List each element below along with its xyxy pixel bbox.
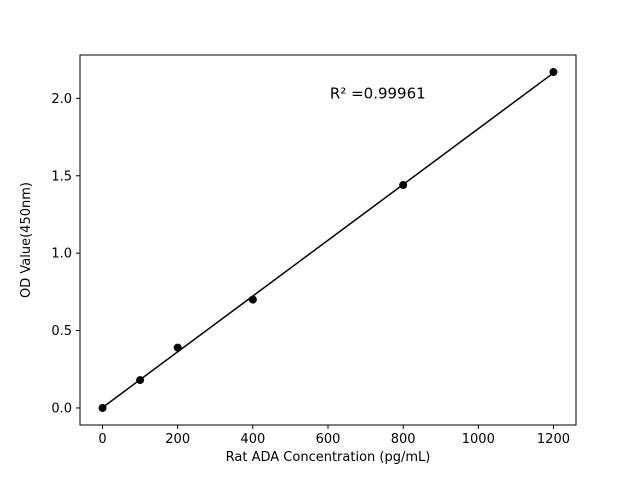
data-point xyxy=(549,68,558,77)
x-tick-label: 200 xyxy=(165,432,190,447)
y-tick-label: 1.0 xyxy=(51,247,72,262)
y-tick-label: 2.0 xyxy=(51,92,72,107)
r-squared-annotation: R² =0.99961 xyxy=(330,84,426,102)
y-tick-label: 0.5 xyxy=(51,324,72,339)
x-tick-label: 400 xyxy=(240,432,265,447)
plot-area: 0 200 400 600 800 1000 1200 0.0 0.5 1.0 1.5 2.0 xyxy=(51,54,577,447)
x-tick-label: 1000 xyxy=(462,432,495,447)
x-tick-label: 0 xyxy=(98,432,106,447)
data-point xyxy=(399,181,408,190)
y-tick-label: 0.0 xyxy=(51,401,72,416)
data-point xyxy=(173,343,182,352)
x-axis-label: Rat ADA Concentration (pg/mL) xyxy=(226,450,431,465)
y-axis-label: OD Value(450nm) xyxy=(19,182,34,298)
data-point xyxy=(136,376,145,385)
x-tick-label: 800 xyxy=(391,432,416,447)
fit-line xyxy=(102,72,554,409)
data-point xyxy=(248,295,257,304)
x-tick-label: 1200 xyxy=(537,432,570,447)
x-tick-label: 600 xyxy=(316,432,341,447)
data-point xyxy=(98,403,107,412)
y-tick-label: 1.5 xyxy=(51,169,72,184)
